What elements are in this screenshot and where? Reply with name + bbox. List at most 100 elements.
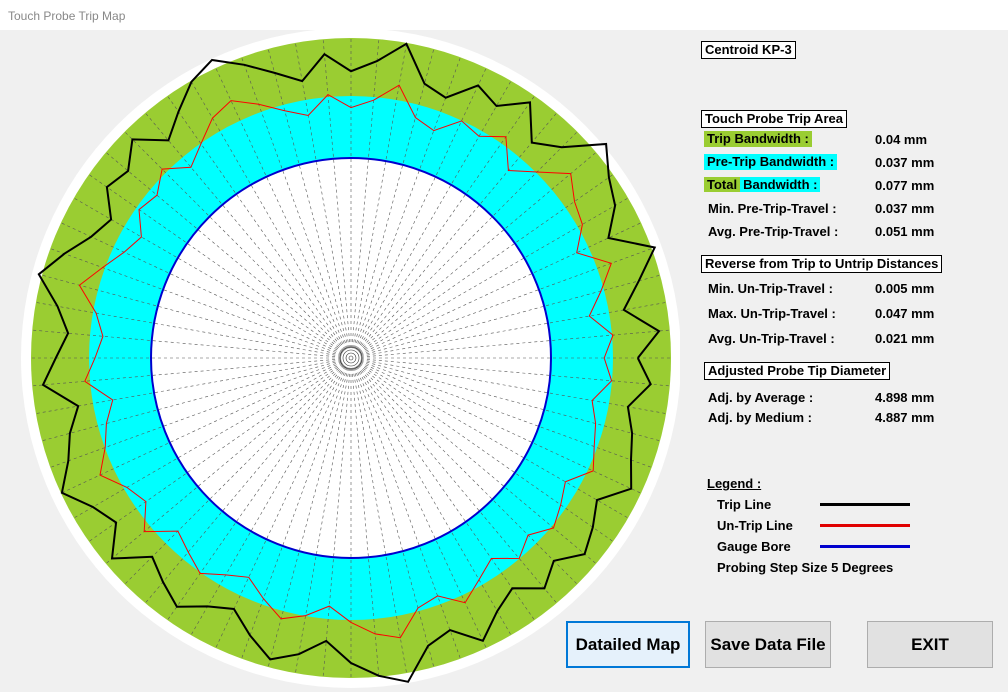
radial-spoke xyxy=(354,366,487,649)
radial-spoke xyxy=(60,361,343,494)
trip-bandwidth-value: 0.04 mm xyxy=(875,132,928,147)
radial-spoke xyxy=(359,174,614,353)
radial-spoke xyxy=(32,329,342,358)
adj-average-value: 4.898 mm xyxy=(875,390,935,405)
radial-spoke xyxy=(73,362,343,519)
radial-spoke xyxy=(353,48,435,349)
adj-average-label: Adj. by Average : xyxy=(708,390,814,405)
radial-spoke xyxy=(360,329,670,358)
legend-trip-line-swatch xyxy=(820,503,910,506)
radial-spoke xyxy=(105,152,344,352)
min-pretrip-label: Min. Pre-Trip-Travel : xyxy=(708,201,837,216)
radial-spoke xyxy=(190,80,347,350)
radial-spoke xyxy=(60,222,343,355)
min-untrip-label: Min. Un-Trip-Travel : xyxy=(708,281,833,296)
radial-spoke xyxy=(145,365,345,604)
radial-spoke xyxy=(88,363,343,542)
radial-spoke xyxy=(73,197,343,354)
radial-spoke xyxy=(360,358,670,387)
detailed-map-button[interactable]: Datailed Map xyxy=(566,621,690,668)
legend-untrip-line-swatch xyxy=(820,524,910,527)
reverse-heading: Reverse from Trip to Untrip Distances xyxy=(701,255,943,273)
radial-spoke xyxy=(358,364,597,564)
max-untrip-value: 0.047 mm xyxy=(875,306,935,321)
radial-spoke xyxy=(360,302,667,357)
radial-spoke xyxy=(357,365,557,604)
radial-spoke xyxy=(322,39,351,349)
radial-spoke xyxy=(359,361,642,494)
radial-spoke xyxy=(352,42,407,349)
radial-spoke xyxy=(354,67,487,350)
trip-map-chart xyxy=(21,28,680,688)
exit-button[interactable]: EXIT xyxy=(867,621,993,668)
radial-spoke xyxy=(355,80,512,350)
radial-spoke xyxy=(241,57,348,349)
center-ring xyxy=(342,349,360,367)
radial-spoke xyxy=(355,366,512,636)
radial-spoke xyxy=(354,367,461,659)
radial-spoke xyxy=(351,39,380,349)
avg-untrip-value: 0.021 mm xyxy=(875,331,935,346)
total-label-part-a: Total xyxy=(704,177,741,192)
radial-spoke xyxy=(124,131,345,352)
radial-spoke xyxy=(267,48,349,349)
radial-spoke xyxy=(359,362,629,519)
radial-spoke xyxy=(32,358,342,387)
radial-spoke xyxy=(351,367,380,677)
radial-spoke xyxy=(360,248,652,355)
radial-spoke xyxy=(50,361,342,468)
adj-medium-label: Adj. by Medium : xyxy=(708,410,812,425)
radial-spoke xyxy=(358,152,597,352)
total-bandwidth-label: Total Bandwidth : xyxy=(704,177,821,193)
avg-untrip-label: Avg. Un-Trip-Travel : xyxy=(708,331,835,346)
radial-spoke xyxy=(35,359,342,414)
radial-spoke xyxy=(322,367,351,677)
radial-spoke xyxy=(357,364,578,585)
radial-spoke xyxy=(167,95,346,350)
radial-spoke xyxy=(356,366,535,621)
radial-spoke xyxy=(295,367,350,674)
legend-gauge-bore-swatch xyxy=(820,545,910,548)
radial-spoke xyxy=(357,112,557,351)
radial-spoke xyxy=(88,174,343,353)
center-ring xyxy=(348,355,354,361)
radial-spoke xyxy=(360,274,661,356)
radial-spoke xyxy=(267,367,349,668)
pretrip-bandwidth-value: 0.037 mm xyxy=(875,155,935,170)
radial-spoke xyxy=(353,367,435,668)
radial-spoke xyxy=(41,360,342,442)
legend-untrip-line-label: Un-Trip Line xyxy=(717,518,793,533)
radial-spoke xyxy=(41,274,342,356)
radial-spoke xyxy=(215,366,348,649)
radial-spoke xyxy=(35,302,342,357)
radial-spoke xyxy=(167,366,346,621)
radial-spoke xyxy=(357,131,578,352)
trip-bandwidth-label: Trip Bandwidth : xyxy=(704,131,812,147)
min-untrip-value: 0.005 mm xyxy=(875,281,935,296)
avg-pretrip-value: 0.051 mm xyxy=(875,224,935,239)
max-untrip-label: Max. Un-Trip-Travel : xyxy=(708,306,836,321)
window-title: Touch Probe Trip Map xyxy=(8,9,126,23)
avg-pretrip-label: Avg. Pre-Trip-Travel : xyxy=(708,224,839,239)
radial-spoke xyxy=(354,57,461,349)
legend-title: Legend : xyxy=(707,476,762,491)
trip-area-heading: Touch Probe Trip Area xyxy=(701,110,847,128)
adj-medium-value: 4.887 mm xyxy=(875,410,935,425)
radial-spoke xyxy=(359,197,629,354)
radial-spoke xyxy=(359,222,642,355)
gauge-bore-circle xyxy=(150,157,552,559)
untrip-line xyxy=(78,84,614,639)
trip-line xyxy=(37,42,661,683)
radial-spoke xyxy=(356,95,535,350)
save-data-file-button[interactable]: Save Data File xyxy=(705,621,831,668)
radial-spoke xyxy=(50,248,342,355)
min-pretrip-value: 0.037 mm xyxy=(875,201,935,216)
total-label-part-b: Bandwidth : xyxy=(740,177,821,192)
radial-spoke xyxy=(352,367,407,674)
radial-spoke xyxy=(360,360,661,442)
total-bandwidth-value: 0.077 mm xyxy=(875,178,935,193)
radial-spoke xyxy=(190,366,347,636)
radial-spoke xyxy=(360,361,652,468)
legend-gauge-bore-label: Gauge Bore xyxy=(717,539,791,554)
adjusted-heading: Adjusted Probe Tip Diameter xyxy=(704,362,891,380)
